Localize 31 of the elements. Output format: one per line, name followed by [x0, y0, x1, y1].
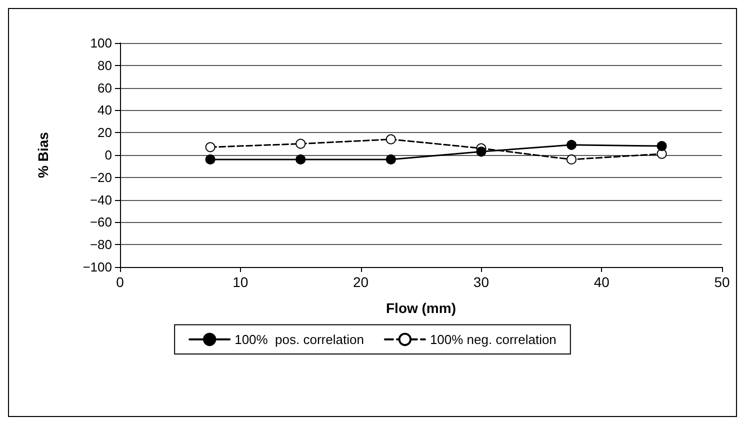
x-tick-label: 50 — [714, 274, 730, 290]
y-tick-label: 80 — [98, 58, 112, 73]
point — [386, 154, 396, 164]
x-tick-label: 30 — [473, 274, 490, 290]
y-tick-label: 20 — [98, 125, 112, 140]
point — [205, 154, 216, 164]
point — [386, 134, 396, 144]
legend-label: 100% pos. correlation — [234, 332, 364, 347]
x-tick-label: 20 — [353, 274, 369, 290]
x-tick-label: 10 — [232, 274, 248, 290]
legend-label: 100% neg. correlation — [430, 332, 556, 347]
y-tick-label: −80 — [90, 237, 112, 252]
y-tick-label: −40 — [90, 192, 112, 208]
point — [296, 154, 306, 164]
point — [566, 154, 576, 164]
y-tick-label: 0 — [104, 148, 112, 162]
y-tick-label: 40 — [98, 102, 112, 118]
x-tick-label: 40 — [594, 274, 610, 290]
y-tick-label: 100 — [90, 36, 112, 50]
x-axis-title: Flow (mm) — [386, 300, 456, 316]
point — [656, 141, 667, 152]
point — [296, 138, 306, 149]
point — [205, 142, 216, 152]
y-tick-label: −100 — [82, 260, 112, 274]
y-axis-title: % Bias — [35, 132, 51, 178]
x-tick-label: 0 — [116, 274, 124, 290]
point — [476, 146, 486, 157]
point — [566, 140, 576, 150]
y-tick-label: −60 — [90, 214, 112, 230]
y-tick-label: 60 — [98, 80, 112, 96]
y-tick-label: −20 — [90, 170, 112, 185]
